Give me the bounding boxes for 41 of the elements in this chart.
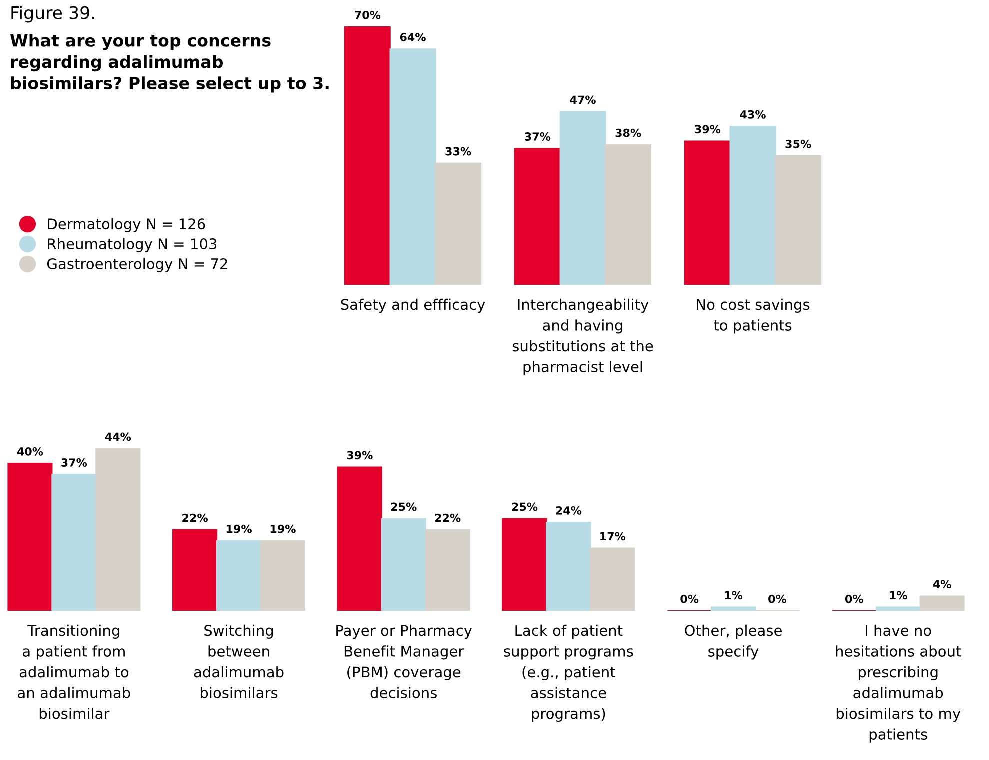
data-label: 4% xyxy=(933,580,952,589)
data-label: 0% xyxy=(768,594,787,604)
x-tick-label: Interchangeability and having substitutions at the pharmacist level xyxy=(512,298,654,376)
data-label: 17% xyxy=(600,532,626,541)
data-label: 24% xyxy=(556,506,582,515)
legend-label: Rheumatology N = 103 xyxy=(48,238,217,252)
data-label: 22% xyxy=(435,514,461,522)
x-tick-label: Payer or Pharmacy Benefit Manager (PBM) coverage decisions xyxy=(336,624,472,698)
data-label: 37% xyxy=(62,458,88,467)
x-tick-label: Safety and effficacy xyxy=(341,298,486,314)
x-tick-label: Lack of patient support programs (e.g., patient assistance programs) xyxy=(504,624,634,722)
data-label: 39% xyxy=(695,125,721,134)
data-label: 1% xyxy=(890,591,908,600)
legend-label: Dermatology N = 126 xyxy=(48,218,206,232)
text: What are your top concerns regarding adalimumab biosimilars? Please select up to 3. xyxy=(10,34,329,93)
data-label: 47% xyxy=(570,96,596,104)
x-tick-label: Switching between adalimumab biosimilars xyxy=(194,624,284,698)
data-label: 44% xyxy=(105,432,132,442)
data-label: 37% xyxy=(525,132,551,141)
data-label: 35% xyxy=(786,140,812,148)
data-label: 19% xyxy=(270,524,296,534)
data-label: 33% xyxy=(446,147,472,156)
caption: Figure 39. xyxy=(12,6,94,23)
data-label: 39% xyxy=(347,451,373,460)
x-tick-label: No cost savings to patients xyxy=(697,298,810,334)
data-label: 1% xyxy=(725,591,743,600)
data-label: 25% xyxy=(391,502,417,512)
data-label: 40% xyxy=(17,447,44,456)
data-label: 22% xyxy=(182,514,208,522)
x-tick-label: Other, please specify xyxy=(685,624,782,660)
legend-label: Gastroenterology N = 72 xyxy=(47,258,228,272)
data-label: 19% xyxy=(226,524,252,534)
x-tick-label: I have no hesitations about prescribing adalimumab biosimilars to my patients xyxy=(836,624,962,743)
data-label: 70% xyxy=(355,10,381,20)
data-label: 0% xyxy=(680,594,699,604)
data-label: 64% xyxy=(400,33,426,42)
data-label: 0% xyxy=(845,594,864,604)
x-tick-label: Transitioning a patient from adalimumab to an adalimumab biosimilar xyxy=(18,624,130,720)
data-label: 25% xyxy=(512,502,538,512)
data-label: 38% xyxy=(616,128,642,138)
data-label: 43% xyxy=(740,110,766,119)
